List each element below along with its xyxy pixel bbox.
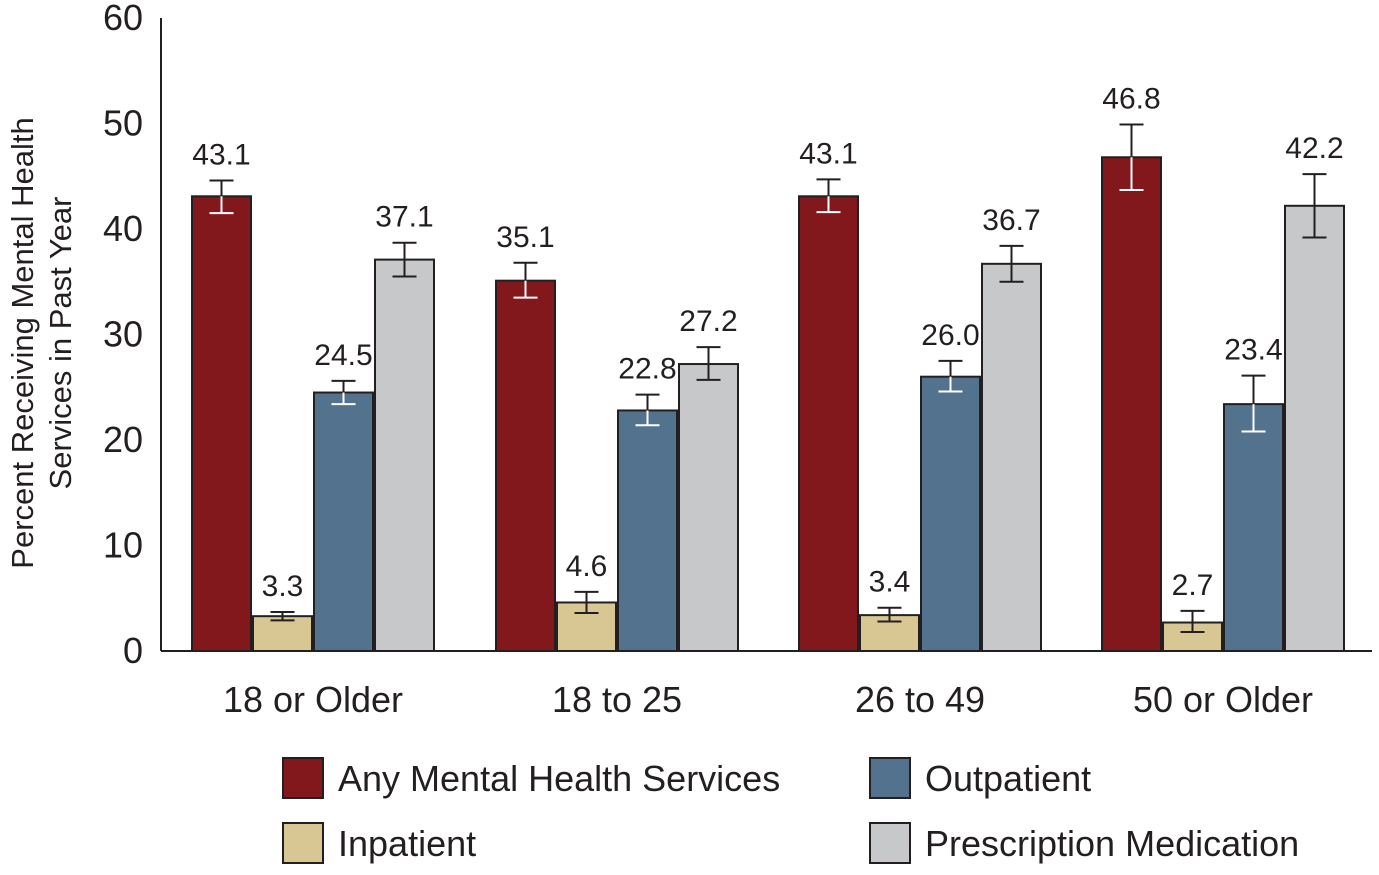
bar (1101, 156, 1162, 652)
x-category-label: 50 or Older (1133, 679, 1313, 720)
bar (981, 262, 1042, 652)
bar (1284, 204, 1345, 652)
x-category-label: 26 to 49 (855, 679, 985, 720)
data-label: 36.7 (982, 204, 1040, 237)
legend-swatch (869, 757, 911, 799)
data-label: 43.1 (799, 137, 857, 170)
y-axis-label-line-1: Percent Receiving Mental Health (5, 117, 40, 568)
data-label: 42.2 (1285, 132, 1343, 165)
y-tick-label: 10 (103, 525, 143, 566)
y-tick-label: 20 (103, 419, 143, 460)
data-label: 24.5 (314, 339, 372, 372)
bar (252, 615, 313, 652)
y-tick-label: 0 (123, 630, 143, 671)
data-label: 23.4 (1224, 334, 1282, 367)
legend: Any Mental Health Services Outpatient Inpa… (282, 757, 1299, 864)
data-label: 27.2 (679, 305, 737, 338)
legend-label: Inpatient (338, 823, 476, 864)
y-axis-label-line-2: Services in Past Year (43, 197, 78, 490)
legend-label: Prescription Medication (925, 823, 1299, 864)
y-axis-ticks: 0 10 20 30 40 50 60 (103, 0, 143, 671)
legend-label: Any Mental Health Services (338, 758, 780, 799)
bar (191, 195, 252, 652)
bar (798, 195, 859, 652)
data-label: 35.1 (496, 221, 554, 254)
bar (920, 375, 981, 652)
data-label: 37.1 (375, 201, 433, 234)
data-label: 26.0 (921, 319, 979, 352)
bar (1223, 403, 1284, 652)
data-label: 43.1 (192, 138, 250, 171)
y-tick-label: 30 (103, 314, 143, 355)
legend-label: Outpatient (925, 758, 1091, 799)
data-label: 2.7 (1172, 569, 1214, 602)
data-label: 22.8 (618, 353, 676, 386)
data-label: 3.3 (262, 570, 304, 603)
x-category-label: 18 to 25 (552, 679, 682, 720)
data-label: 4.6 (566, 550, 608, 583)
y-tick-label: 40 (103, 208, 143, 249)
data-label: 46.8 (1102, 83, 1160, 116)
bar (617, 409, 678, 652)
bar (495, 279, 556, 652)
x-category-label: 18 or Older (223, 679, 403, 720)
error-bars (209, 123, 1327, 634)
legend-swatch (282, 757, 324, 799)
y-tick-label: 60 (103, 0, 143, 38)
bar (374, 258, 435, 652)
legend-swatch (282, 822, 324, 864)
bar (313, 391, 374, 652)
data-label: 3.4 (869, 566, 911, 599)
data-labels: 43.1 35.1 43.1 46.8 3.3 4.6 3.4 2.7 24.5 22.8 26.0… (192, 83, 1343, 603)
x-axis-categories: 18 or Older 18 to 25 26 to 49 50 or Older (223, 679, 1313, 720)
bar (678, 363, 739, 652)
y-axis-label: Percent Receiving Mental Health Services… (5, 117, 78, 568)
legend-swatch (869, 822, 911, 864)
y-tick-label: 50 (103, 103, 143, 144)
